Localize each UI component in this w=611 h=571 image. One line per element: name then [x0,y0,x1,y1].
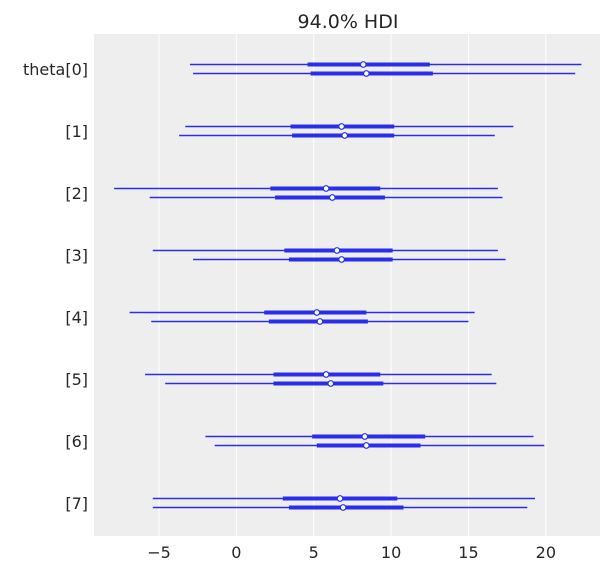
row-label: [2] [65,184,88,203]
grid-lines [158,34,547,536]
chart-title: 94.0% HDI [298,11,399,33]
row-label: [6] [65,432,88,451]
median-point [313,309,321,316]
median-point [362,442,370,449]
row-label: theta[0] [23,60,88,79]
median-point [316,318,324,325]
median-point [361,433,369,440]
median-point [359,61,367,68]
x-tick-label: 0 [231,543,241,562]
x-tick-labels: −5 0 5 10 15 20 [147,543,556,562]
x-tick-label: 20 [536,543,556,562]
median-point [338,123,345,130]
hdi-intervals [114,61,582,511]
median-point [322,371,330,378]
plot-area [94,34,600,536]
x-tick-label: 5 [309,543,319,562]
row-label: [4] [65,308,88,327]
row-label: [3] [65,246,88,265]
row-label: [5] [65,370,88,389]
median-point [327,380,335,387]
median-point [362,70,370,77]
x-tick-label: 15 [458,543,478,562]
x-tick-label: 10 [381,543,401,562]
median-point [336,495,344,502]
median-point [322,185,330,192]
median-point [338,256,345,263]
row-label: [1] [65,122,88,141]
median-point [341,132,349,139]
median-point [333,247,341,254]
row-label: [7] [65,494,88,513]
row-labels: theta[0] [1] [2] [3] [4] [5] [6] [7] [23,60,88,513]
median-point [328,194,336,201]
median-point [339,504,347,511]
x-tick-label: −5 [147,543,171,562]
